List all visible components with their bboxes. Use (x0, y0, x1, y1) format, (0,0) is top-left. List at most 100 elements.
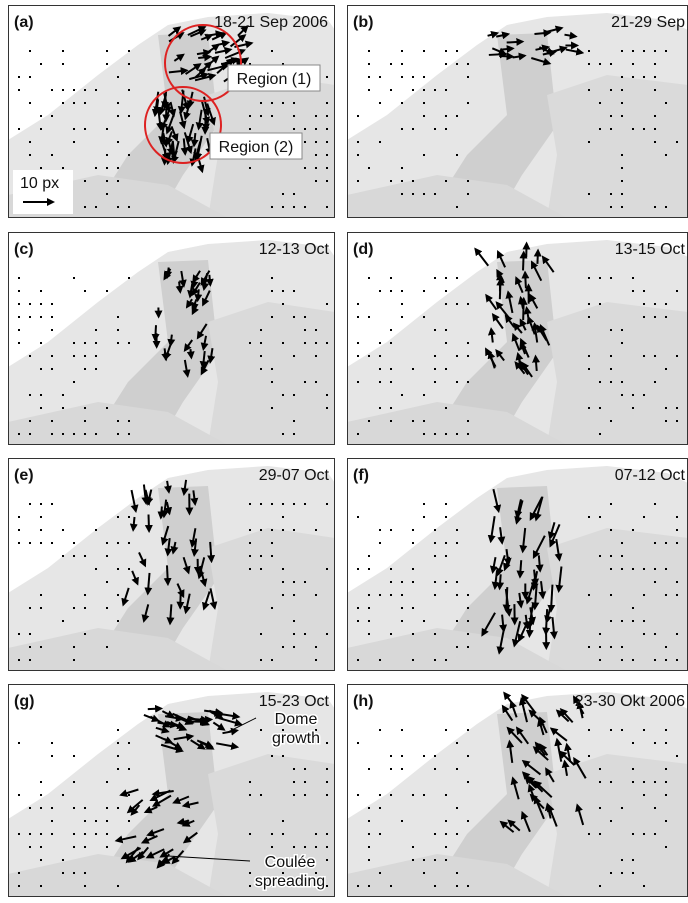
grid-dot (467, 342, 469, 344)
grid-dot (401, 102, 403, 104)
grid-dot (260, 529, 262, 531)
grid-dot (271, 407, 273, 409)
grid-dot (401, 755, 403, 757)
grid-dot (117, 594, 119, 596)
grid-dot (249, 872, 251, 874)
panel-label: (c) (14, 241, 34, 258)
grid-dot (368, 277, 370, 279)
vector-arrow (506, 587, 507, 611)
grid-dot (62, 89, 64, 91)
grid-dot (467, 63, 469, 65)
grid-dot (445, 303, 447, 305)
grid-dot (282, 433, 284, 435)
grid-dot (379, 102, 381, 104)
grid-dot (106, 154, 108, 156)
grid-dot (73, 607, 75, 609)
grid-dot (654, 316, 656, 318)
grid-dot (18, 342, 20, 344)
grid-dot (445, 846, 447, 848)
grid-dot (588, 277, 590, 279)
grid-dot (390, 381, 392, 383)
vector-arrow (536, 357, 537, 371)
grid-dot (401, 729, 403, 731)
grid-dot (84, 633, 86, 635)
grid-dot (73, 542, 75, 544)
grid-dot (51, 503, 53, 505)
vector-arrow (133, 517, 134, 530)
grid-dot (610, 646, 612, 648)
grid-dot (445, 180, 447, 182)
grid-dot (467, 420, 469, 422)
grid-dot (260, 659, 262, 661)
panel: (b)21-29 Sep (347, 5, 688, 218)
grid-dot (368, 355, 370, 357)
grid-dot (95, 342, 97, 344)
grid-dot (117, 729, 119, 731)
region-label: Region (1) (237, 71, 312, 88)
grid-dot (379, 833, 381, 835)
grid-dot (456, 833, 458, 835)
grid-dot (282, 342, 284, 344)
grid-dot (271, 50, 273, 52)
grid-dot (128, 342, 130, 344)
grid-dot (106, 607, 108, 609)
grid-dot (434, 755, 436, 757)
grid-dot (368, 833, 370, 835)
grid-dot (293, 503, 295, 505)
grid-dot (423, 516, 425, 518)
grid-dot (326, 833, 328, 835)
grid-dot (73, 381, 75, 383)
grid-dot (73, 807, 75, 809)
grid-dot (654, 115, 656, 117)
grid-dot (456, 206, 458, 208)
grid-dot (621, 342, 623, 344)
grid-dot (588, 141, 590, 143)
grid-dot (643, 620, 645, 622)
grid-dot (379, 529, 381, 531)
grid-dot (315, 128, 317, 130)
grid-dot (29, 102, 31, 104)
grid-dot (326, 503, 328, 505)
grid-dot (610, 89, 612, 91)
grid-dot (621, 394, 623, 396)
grid-dot (29, 50, 31, 52)
grid-dot (610, 206, 612, 208)
grid-dot (665, 820, 667, 822)
grid-dot (621, 89, 623, 91)
panel-date: 29-07 Oct (259, 467, 330, 484)
grid-dot (390, 420, 392, 422)
grid-dot (632, 277, 634, 279)
grid-dot (632, 659, 634, 661)
grid-dot (326, 167, 328, 169)
grid-dot (326, 394, 328, 396)
grid-dot (412, 794, 414, 796)
grid-dot (293, 433, 295, 435)
grid-dot (293, 633, 295, 635)
grid-dot (326, 76, 328, 78)
grid-dot (401, 394, 403, 396)
grid-dot (621, 555, 623, 557)
grid-dot (40, 833, 42, 835)
grid-dot (84, 420, 86, 422)
grid-dot (401, 180, 403, 182)
grid-dot (621, 154, 623, 156)
grid-dot (412, 568, 414, 570)
grid-dot (456, 872, 458, 874)
grid-dot (467, 820, 469, 822)
grid-dot (128, 820, 130, 822)
grid-dot (401, 581, 403, 583)
grid-dot (390, 63, 392, 65)
grid-dot (29, 542, 31, 544)
grid-dot (117, 316, 119, 318)
grid-dot (588, 755, 590, 757)
grid-dot (654, 833, 656, 835)
grid-dot (128, 568, 130, 570)
grid-dot (51, 89, 53, 91)
grid-dot (326, 303, 328, 305)
grid-dot (315, 646, 317, 648)
grid-dot (62, 102, 64, 104)
grid-dot (18, 76, 20, 78)
grid-dot (271, 503, 273, 505)
grid-dot (40, 885, 42, 887)
